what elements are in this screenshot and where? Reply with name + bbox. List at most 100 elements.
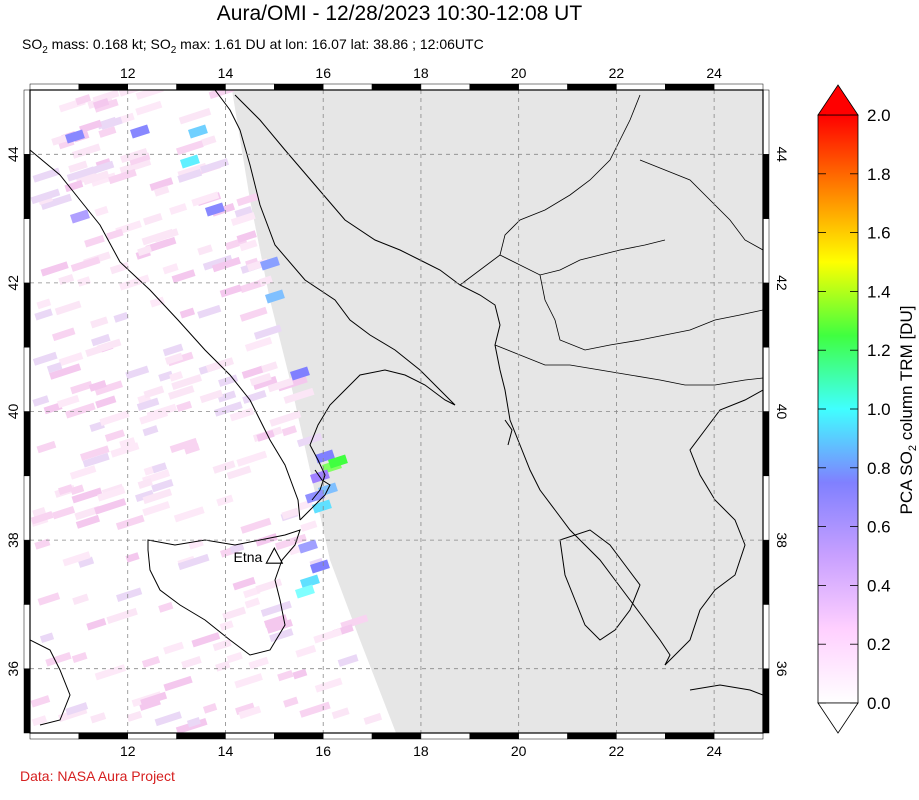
so2-pixel <box>128 152 151 166</box>
so2-pixel <box>215 660 231 672</box>
so2-pixel <box>235 702 255 716</box>
volcano-marker: Etna <box>234 547 284 565</box>
so2-pixel-high <box>65 129 85 144</box>
colorbar-tick-label: 1.8 <box>867 165 891 184</box>
so2-pixel <box>199 389 224 404</box>
map-frame <box>23 83 770 740</box>
so2-pixel <box>177 168 203 183</box>
frame-segment-right <box>762 539 770 605</box>
so2-pixel <box>255 533 278 547</box>
frame-segment-top <box>469 83 519 91</box>
frame-segment-bottom <box>518 732 568 740</box>
map-title: Aura/OMI - 12/28/2023 10:30-12:08 UT <box>216 2 583 25</box>
so2-pixel <box>69 465 97 480</box>
so2-pixel <box>249 372 272 386</box>
so2-pixel-high <box>300 574 320 589</box>
so2-pixel <box>64 180 84 193</box>
colorbar-tick-label: 1.0 <box>867 400 891 419</box>
so2-pixel-high <box>130 124 150 139</box>
so2-pixel <box>36 440 57 454</box>
so2-pixel <box>90 712 107 724</box>
coast-crete <box>689 684 763 696</box>
so2-pixel <box>164 352 184 365</box>
subtitle-max-text: max: 1.61 DU at lon: 16.07 lat: 38.86 ; … <box>176 36 484 52</box>
lon-label-bottom: 20 <box>511 743 527 759</box>
lon-label-top: 22 <box>609 65 625 81</box>
border-line-4 <box>494 344 763 386</box>
coast-sardinia <box>30 639 71 726</box>
so2-pixel <box>140 691 168 707</box>
so2-pixel <box>149 296 165 308</box>
frame-segment-top <box>371 83 422 91</box>
lon-label-top: 16 <box>315 65 331 81</box>
so2-pixel <box>299 701 331 718</box>
so2-pixel <box>92 97 110 110</box>
so2-pixel <box>202 703 218 714</box>
so2-pixel <box>169 203 188 215</box>
so2-pixel <box>331 707 350 720</box>
border-line-3 <box>539 274 763 351</box>
so2-pixel <box>191 632 221 648</box>
lat-label-right: 40 <box>774 404 790 420</box>
frame-segment-top <box>322 83 373 91</box>
frame-segment-right <box>762 218 770 284</box>
so2-pixel <box>37 592 61 606</box>
frame-segment-left <box>23 346 31 412</box>
so2-pixel <box>163 675 193 692</box>
lat-label-left: 44 <box>5 146 21 162</box>
so2-pixel <box>244 597 261 609</box>
so2-pixel <box>46 362 63 374</box>
so2-pixel <box>186 717 201 728</box>
coast-corfu <box>504 419 513 446</box>
lon-label-top: 18 <box>413 65 429 81</box>
frame-segment-right <box>762 346 770 412</box>
so2-pixel <box>216 494 234 507</box>
so2-pixel <box>239 306 268 322</box>
colorbar-tick-label: 0.4 <box>867 576 891 595</box>
so2-pixel <box>58 273 75 286</box>
border-line-5 <box>639 159 763 251</box>
so2-pixel <box>84 234 105 248</box>
so2-pixel <box>176 140 204 156</box>
so2-pixel-high <box>265 289 285 304</box>
so2-pixel <box>143 213 163 226</box>
frame-segment-right <box>762 668 770 734</box>
so2-pixel <box>109 261 130 275</box>
so2-pixel <box>70 380 93 395</box>
frame-segment-right <box>762 154 770 219</box>
so2-pixel <box>226 651 243 664</box>
so2-pixel <box>283 696 299 708</box>
so2-pixel <box>94 664 127 681</box>
so2-pixel <box>30 188 61 205</box>
borders <box>459 94 763 386</box>
so2-pixel <box>49 363 82 380</box>
so2-pixel <box>269 410 302 427</box>
so2-pixel <box>243 586 261 599</box>
so2-pixel <box>90 316 109 329</box>
so2-pixel-high <box>294 584 315 599</box>
frame-segment-bottom <box>420 732 471 740</box>
so2-pixel <box>65 402 96 419</box>
coast-peloponnese <box>559 529 641 641</box>
so2-pixel <box>239 239 258 252</box>
frame-segment-left <box>23 604 31 669</box>
triangle-icon <box>265 547 284 564</box>
so2-pixel <box>137 245 152 257</box>
lon-label-top: 20 <box>511 65 527 81</box>
colorbar-bottom-arrow <box>817 702 859 734</box>
so2-pixel <box>70 256 101 272</box>
so2-pixel <box>30 695 51 708</box>
frame-segment-right <box>762 89 770 155</box>
so2-pixel <box>211 256 241 273</box>
so2-pixel <box>239 278 265 294</box>
so2-pixel <box>58 484 74 496</box>
frame-segment-top <box>176 83 226 91</box>
frame-segment-bottom <box>469 732 519 740</box>
colorbar-top-arrow <box>817 84 859 116</box>
subtitle-max-sub: 2 <box>170 44 177 56</box>
so2-pixel <box>143 385 165 399</box>
so2-pixel <box>240 517 272 534</box>
so2-pixel <box>149 177 174 191</box>
so2-pixel <box>296 432 323 448</box>
so2-pixel <box>79 119 103 134</box>
